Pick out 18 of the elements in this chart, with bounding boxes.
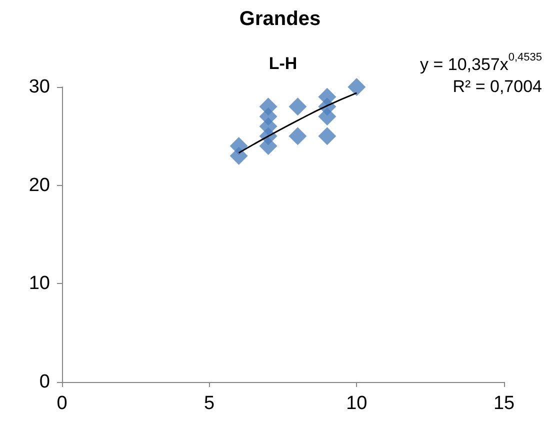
chart-title: Grandes: [239, 8, 321, 30]
y-tick-label: 0: [39, 372, 50, 392]
point: [288, 98, 307, 116]
point: [348, 78, 366, 96]
point: [318, 127, 336, 146]
point: [230, 146, 248, 165]
point: [288, 127, 307, 146]
chart-subtitle: L-H: [268, 54, 298, 73]
point: [259, 137, 278, 155]
x-tick-label: 5: [204, 393, 215, 414]
y-tick-label: 30: [28, 76, 50, 98]
y-tick-label: 10: [28, 273, 50, 294]
x-tick-label: 15: [493, 393, 515, 414]
point: [318, 108, 336, 126]
x-tick-label: 10: [346, 393, 368, 414]
y-tick-label: 20: [28, 174, 50, 196]
annotation: R² = 0,7004: [452, 77, 542, 96]
x-tick-label: 0: [56, 393, 68, 414]
